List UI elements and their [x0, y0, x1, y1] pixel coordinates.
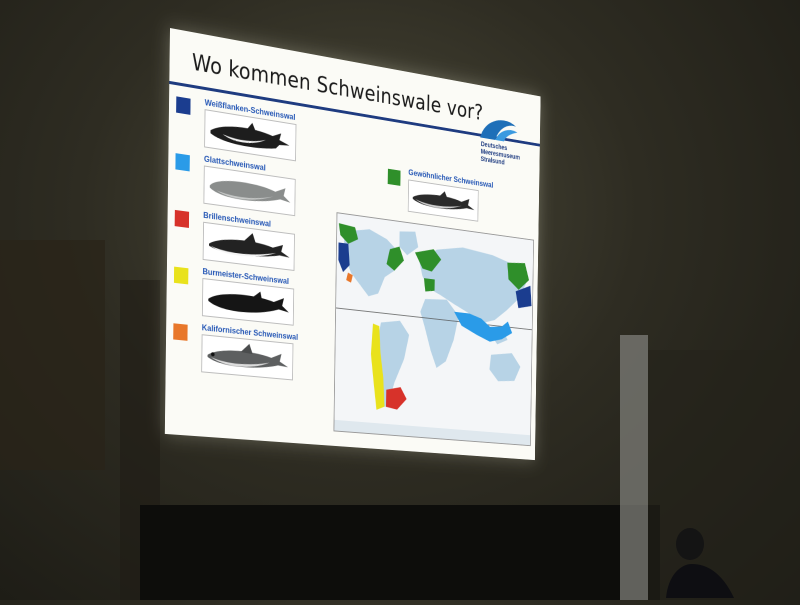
dalls-porpoise-drawing-icon [204, 109, 297, 162]
presenter-silhouette [666, 528, 734, 598]
species-swatch-harbour [387, 168, 401, 186]
species-swatch-dalls [176, 96, 191, 115]
finless-porpoise-drawing-icon [203, 165, 296, 217]
lectern-desk [140, 505, 660, 600]
spectacled-porpoise-drawing-icon [202, 221, 295, 271]
vaquita-drawing-icon [201, 334, 294, 381]
range-harbour-africa-nw [423, 278, 435, 293]
harbour-porpoise-drawing-icon [407, 179, 479, 222]
species-swatch-vaquita [173, 323, 188, 341]
world-distribution-map-icon [333, 212, 534, 447]
door-frame [620, 335, 648, 600]
wall-board [0, 240, 105, 470]
species-swatch-spectacled [174, 209, 190, 228]
side-wall [648, 350, 800, 600]
burmeister-porpoise-drawing-icon [201, 277, 295, 326]
species-swatch-finless [175, 153, 190, 172]
eurasia [418, 241, 527, 328]
projected-slide: Wo kommen Schweinswale vor? Deutsches Me… [164, 28, 541, 461]
slide-canvas: Wo kommen Schweinswale vor? Deutsches Me… [164, 28, 541, 461]
species-swatch-burmeister [173, 266, 189, 285]
